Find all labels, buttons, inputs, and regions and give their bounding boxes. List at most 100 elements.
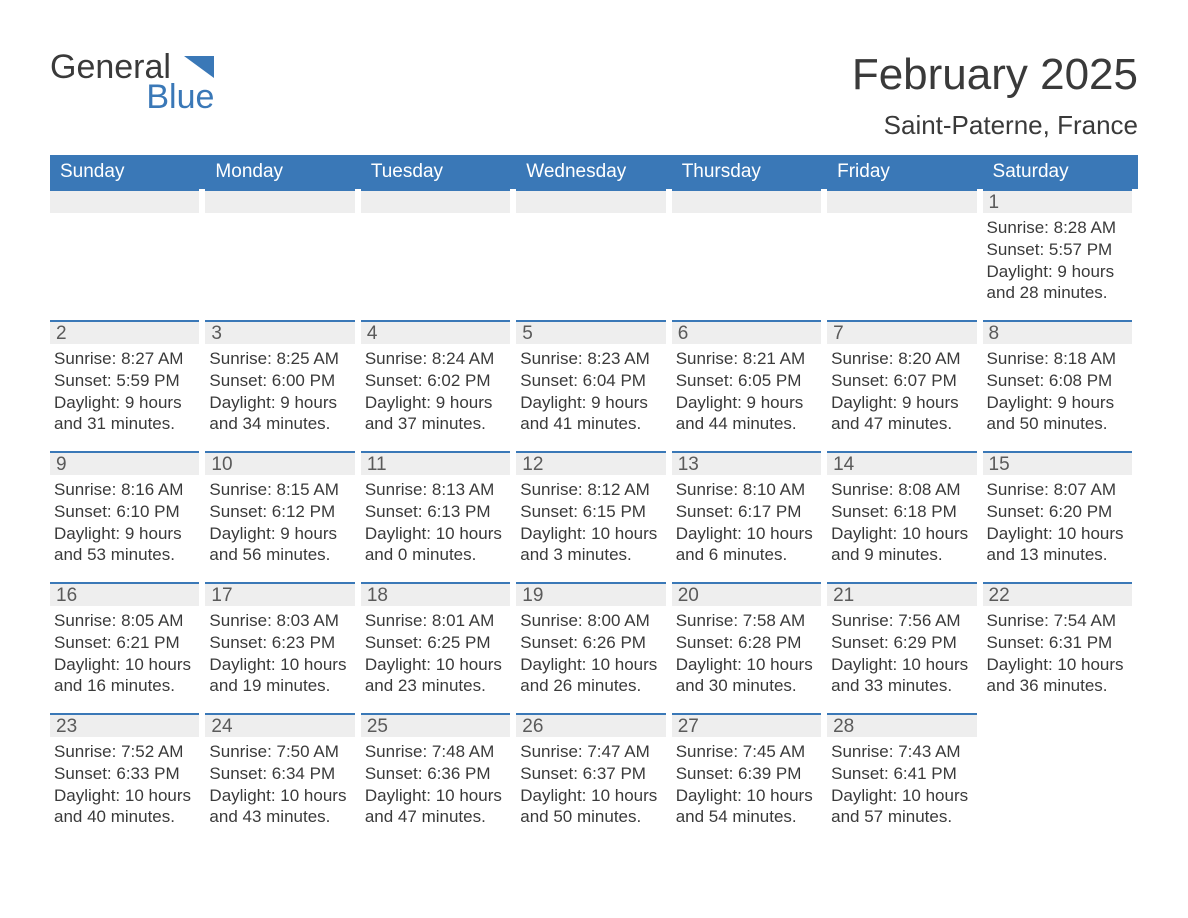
sunset-line: Sunset: 6:21 PM	[54, 632, 199, 654]
sunset-line: Sunset: 6:28 PM	[676, 632, 821, 654]
day-number-bar: 21	[827, 582, 976, 606]
daylight-line: Daylight: 10 hours and 16 minutes.	[54, 654, 199, 698]
sunset-line: Sunset: 6:18 PM	[831, 501, 976, 523]
day-number: 28	[827, 716, 854, 737]
day-number-bar	[50, 189, 199, 213]
day-number-bar	[983, 713, 1132, 737]
sunset-line: Sunset: 6:34 PM	[209, 763, 354, 785]
day-details: Sunrise: 7:45 AMSunset: 6:39 PMDaylight:…	[672, 737, 821, 828]
calendar-week-row: 16Sunrise: 8:05 AMSunset: 6:21 PMDayligh…	[50, 582, 1138, 697]
day-number-bar: 7	[827, 320, 976, 344]
calendar-day-cell: 10Sunrise: 8:15 AMSunset: 6:12 PMDayligh…	[205, 451, 360, 566]
day-details: Sunrise: 8:10 AMSunset: 6:17 PMDaylight:…	[672, 475, 821, 566]
day-number: 19	[516, 585, 543, 606]
weekday-header-cell: Wednesday	[516, 155, 671, 189]
calendar-empty-cell	[983, 713, 1138, 828]
day-number: 27	[672, 716, 699, 737]
day-details: Sunrise: 8:03 AMSunset: 6:23 PMDaylight:…	[205, 606, 354, 697]
sunrise-line: Sunrise: 8:12 AM	[520, 479, 665, 501]
calendar-empty-cell	[205, 189, 360, 304]
day-number: 20	[672, 585, 699, 606]
sunrise-line: Sunrise: 8:08 AM	[831, 479, 976, 501]
sunrise-line: Sunrise: 8:03 AM	[209, 610, 354, 632]
calendar-week-row: 9Sunrise: 8:16 AMSunset: 6:10 PMDaylight…	[50, 451, 1138, 566]
daylight-line: Daylight: 9 hours and 28 minutes.	[987, 261, 1132, 305]
calendar-day-cell: 14Sunrise: 8:08 AMSunset: 6:18 PMDayligh…	[827, 451, 982, 566]
sunrise-line: Sunrise: 8:18 AM	[987, 348, 1132, 370]
day-number-bar: 26	[516, 713, 665, 737]
day-details: Sunrise: 7:58 AMSunset: 6:28 PMDaylight:…	[672, 606, 821, 697]
calendar-day-cell: 24Sunrise: 7:50 AMSunset: 6:34 PMDayligh…	[205, 713, 360, 828]
sunset-line: Sunset: 6:02 PM	[365, 370, 510, 392]
calendar-day-cell: 12Sunrise: 8:12 AMSunset: 6:15 PMDayligh…	[516, 451, 671, 566]
calendar-day-cell: 4Sunrise: 8:24 AMSunset: 6:02 PMDaylight…	[361, 320, 516, 435]
day-number: 26	[516, 716, 543, 737]
calendar-day-cell: 20Sunrise: 7:58 AMSunset: 6:28 PMDayligh…	[672, 582, 827, 697]
daylight-line: Daylight: 10 hours and 0 minutes.	[365, 523, 510, 567]
day-number: 13	[672, 454, 699, 475]
sunset-line: Sunset: 6:10 PM	[54, 501, 199, 523]
daylight-line: Daylight: 10 hours and 6 minutes.	[676, 523, 821, 567]
day-number: 23	[50, 716, 77, 737]
calendar-day-cell: 1Sunrise: 8:28 AMSunset: 5:57 PMDaylight…	[983, 189, 1138, 304]
daylight-line: Daylight: 10 hours and 30 minutes.	[676, 654, 821, 698]
day-details: Sunrise: 8:20 AMSunset: 6:07 PMDaylight:…	[827, 344, 976, 435]
day-number-bar: 15	[983, 451, 1132, 475]
day-details: Sunrise: 8:13 AMSunset: 6:13 PMDaylight:…	[361, 475, 510, 566]
day-number-bar: 2	[50, 320, 199, 344]
sunrise-line: Sunrise: 8:16 AM	[54, 479, 199, 501]
sunrise-line: Sunrise: 8:01 AM	[365, 610, 510, 632]
sunrise-line: Sunrise: 7:50 AM	[209, 741, 354, 763]
daylight-line: Daylight: 9 hours and 50 minutes.	[987, 392, 1132, 436]
calendar-day-cell: 21Sunrise: 7:56 AMSunset: 6:29 PMDayligh…	[827, 582, 982, 697]
daylight-line: Daylight: 10 hours and 47 minutes.	[365, 785, 510, 829]
calendar-day-cell: 19Sunrise: 8:00 AMSunset: 6:26 PMDayligh…	[516, 582, 671, 697]
day-number-bar: 11	[361, 451, 510, 475]
sunrise-line: Sunrise: 7:54 AM	[987, 610, 1132, 632]
weekday-header-cell: Tuesday	[361, 155, 516, 189]
sunset-line: Sunset: 6:05 PM	[676, 370, 821, 392]
day-details: Sunrise: 8:01 AMSunset: 6:25 PMDaylight:…	[361, 606, 510, 697]
day-details: Sunrise: 7:52 AMSunset: 6:33 PMDaylight:…	[50, 737, 199, 828]
day-number: 16	[50, 585, 77, 606]
day-number: 21	[827, 585, 854, 606]
day-number-bar: 24	[205, 713, 354, 737]
day-number-bar	[205, 189, 354, 213]
calendar-day-cell: 5Sunrise: 8:23 AMSunset: 6:04 PMDaylight…	[516, 320, 671, 435]
calendar-day-cell: 27Sunrise: 7:45 AMSunset: 6:39 PMDayligh…	[672, 713, 827, 828]
calendar-empty-cell	[516, 189, 671, 304]
daylight-line: Daylight: 10 hours and 13 minutes.	[987, 523, 1132, 567]
day-number-bar: 3	[205, 320, 354, 344]
calendar-empty-cell	[361, 189, 516, 304]
sunset-line: Sunset: 6:25 PM	[365, 632, 510, 654]
calendar-document: General Blue February 2025 Saint-Paterne…	[0, 0, 1188, 868]
daylight-line: Daylight: 10 hours and 57 minutes.	[831, 785, 976, 829]
sunset-line: Sunset: 6:37 PM	[520, 763, 665, 785]
sunset-line: Sunset: 6:39 PM	[676, 763, 821, 785]
daylight-line: Daylight: 9 hours and 31 minutes.	[54, 392, 199, 436]
weekday-header-cell: Monday	[205, 155, 360, 189]
day-number-bar: 20	[672, 582, 821, 606]
header-row: General Blue February 2025 Saint-Paterne…	[50, 50, 1138, 141]
daylight-line: Daylight: 9 hours and 47 minutes.	[831, 392, 976, 436]
sunrise-line: Sunrise: 7:58 AM	[676, 610, 821, 632]
calendar-day-cell: 8Sunrise: 8:18 AMSunset: 6:08 PMDaylight…	[983, 320, 1138, 435]
sunset-line: Sunset: 5:57 PM	[987, 239, 1132, 261]
sunset-line: Sunset: 6:23 PM	[209, 632, 354, 654]
calendar-day-cell: 2Sunrise: 8:27 AMSunset: 5:59 PMDaylight…	[50, 320, 205, 435]
sunrise-line: Sunrise: 8:15 AM	[209, 479, 354, 501]
daylight-line: Daylight: 10 hours and 54 minutes.	[676, 785, 821, 829]
day-number-bar: 25	[361, 713, 510, 737]
sunrise-line: Sunrise: 8:13 AM	[365, 479, 510, 501]
day-details: Sunrise: 7:50 AMSunset: 6:34 PMDaylight:…	[205, 737, 354, 828]
day-number: 12	[516, 454, 543, 475]
weeks-container: 1Sunrise: 8:28 AMSunset: 5:57 PMDaylight…	[50, 189, 1138, 828]
day-number-bar: 23	[50, 713, 199, 737]
calendar-day-cell: 7Sunrise: 8:20 AMSunset: 6:07 PMDaylight…	[827, 320, 982, 435]
day-details: Sunrise: 8:21 AMSunset: 6:05 PMDaylight:…	[672, 344, 821, 435]
day-details: Sunrise: 8:27 AMSunset: 5:59 PMDaylight:…	[50, 344, 199, 435]
day-number-bar	[361, 189, 510, 213]
sunrise-line: Sunrise: 8:21 AM	[676, 348, 821, 370]
daylight-line: Daylight: 10 hours and 43 minutes.	[209, 785, 354, 829]
daylight-line: Daylight: 10 hours and 23 minutes.	[365, 654, 510, 698]
